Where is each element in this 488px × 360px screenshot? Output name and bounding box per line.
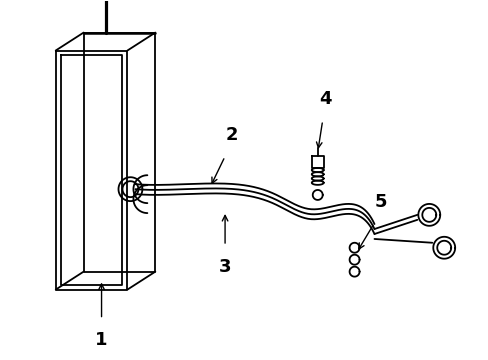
Text: 1: 1 bbox=[95, 332, 107, 350]
Text: 4: 4 bbox=[319, 90, 331, 108]
Text: 5: 5 bbox=[373, 193, 386, 211]
Text: 2: 2 bbox=[225, 126, 238, 144]
Text: 3: 3 bbox=[218, 258, 231, 276]
